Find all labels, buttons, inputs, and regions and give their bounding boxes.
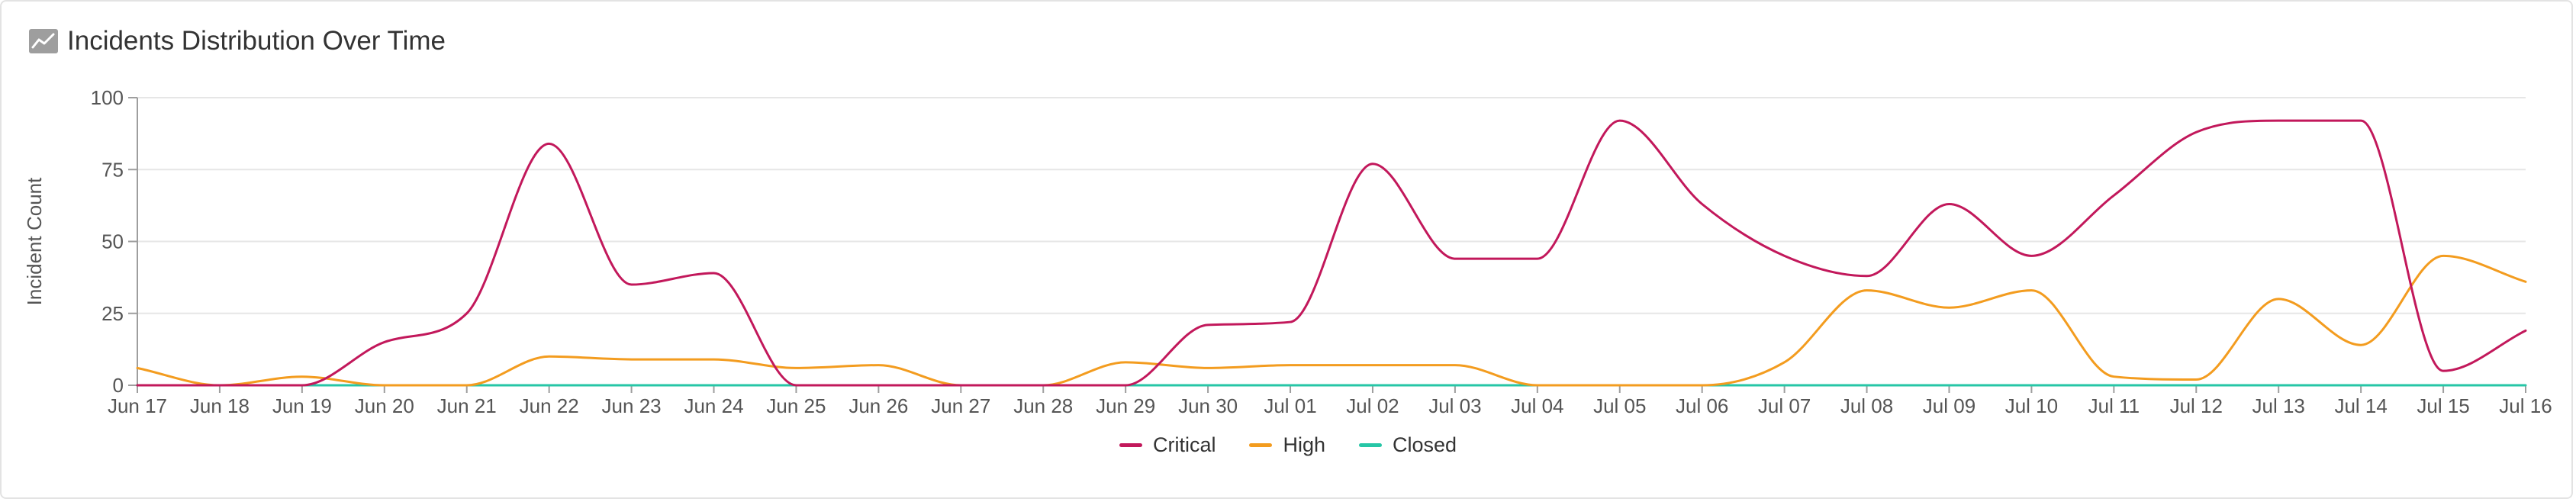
x-tick-label: Jul 04: [1511, 394, 1563, 417]
y-tick-label: 0: [113, 374, 124, 397]
series-line-high: [136, 254, 2527, 387]
x-tick-label: Jul 15: [2417, 394, 2469, 417]
x-tick-label: Jul 07: [1758, 394, 1811, 417]
legend-item-critical[interactable]: Critical: [1119, 433, 1216, 457]
x-tick-label: Jul 12: [2170, 394, 2223, 417]
y-tick-label: 75: [101, 158, 124, 181]
y-axis-label: Incident Count: [23, 177, 46, 305]
x-tick-label: Jul 03: [1428, 394, 1481, 417]
x-tick-label: Jul 06: [1676, 394, 1728, 417]
x-tick-label: Jul 13: [2252, 394, 2305, 417]
legend-swatch: [1249, 443, 1273, 447]
line-chart-icon: [29, 29, 58, 53]
legend-item-closed[interactable]: Closed: [1359, 433, 1457, 457]
x-tick-label: Jun 23: [602, 394, 662, 417]
x-tick-label: Jun 29: [1096, 394, 1155, 417]
y-tick-label: 50: [101, 230, 124, 253]
x-tick-label: Jun 27: [931, 394, 990, 417]
legend-item-high[interactable]: High: [1249, 433, 1325, 457]
x-tick-label: Jun 17: [108, 394, 167, 417]
panel-header: Incidents Distribution Over Time: [29, 23, 446, 60]
legend-label: Critical: [1152, 433, 1216, 456]
x-tick-label: Jul 08: [1840, 394, 1893, 417]
x-tick-label: Jun 21: [437, 394, 497, 417]
x-tick-label: Jun 22: [520, 394, 579, 417]
x-tick-label: Jun 20: [355, 394, 414, 417]
legend-swatch: [1119, 443, 1142, 447]
panel-title: Incidents Distribution Over Time: [67, 26, 446, 56]
x-tick-label: Jun 18: [190, 394, 250, 417]
x-tick-label: Jul 14: [2334, 394, 2387, 417]
y-tick-label: 100: [91, 86, 124, 109]
legend-label: Closed: [1393, 433, 1457, 456]
legend-label: High: [1283, 433, 1325, 456]
series-line-critical: [136, 119, 2527, 387]
x-tick-label: Jul 10: [2005, 394, 2058, 417]
x-tick-label: Jun 19: [272, 394, 332, 417]
y-tick-label: 25: [101, 302, 124, 325]
x-tick-label: Jul 11: [2088, 394, 2140, 417]
legend-swatch: [1359, 443, 1382, 447]
x-tick-label: Jun 25: [766, 394, 826, 417]
x-tick-label: Jul 09: [1923, 394, 1975, 417]
x-tick-label: Jun 30: [1178, 394, 1238, 417]
x-tick-label: Jul 01: [1264, 394, 1316, 417]
x-tick-label: Jun 28: [1013, 394, 1073, 417]
x-tick-label: Jul 16: [2499, 394, 2552, 417]
x-tick-label: Jun 24: [684, 394, 743, 417]
x-tick-label: Jun 26: [848, 394, 908, 417]
chart-legend: Critical High Closed: [0, 433, 2576, 457]
x-tick-label: Jul 02: [1346, 394, 1399, 417]
x-tick-label: Jul 05: [1593, 394, 1646, 417]
